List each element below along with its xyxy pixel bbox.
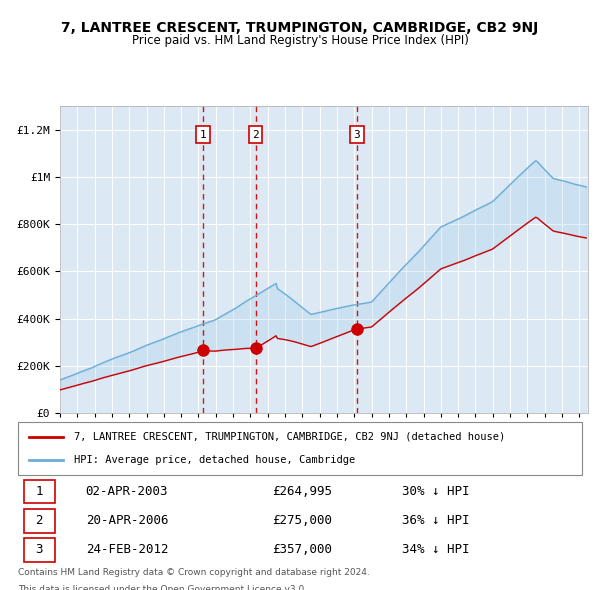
FancyBboxPatch shape [23,538,55,562]
Text: Contains HM Land Registry data © Crown copyright and database right 2024.: Contains HM Land Registry data © Crown c… [18,568,370,577]
FancyBboxPatch shape [23,480,55,503]
Text: 34% ↓ HPI: 34% ↓ HPI [401,543,469,556]
Text: £275,000: £275,000 [272,514,332,527]
Text: This data is licensed under the Open Government Licence v3.0.: This data is licensed under the Open Gov… [18,585,307,590]
Text: Price paid vs. HM Land Registry's House Price Index (HPI): Price paid vs. HM Land Registry's House … [131,34,469,47]
Text: £357,000: £357,000 [272,543,332,556]
Text: HPI: Average price, detached house, Cambridge: HPI: Average price, detached house, Camb… [74,455,356,465]
Text: 3: 3 [35,543,43,556]
Text: 1: 1 [35,485,43,498]
Text: 7, LANTREE CRESCENT, TRUMPINGTON, CAMBRIDGE, CB2 9NJ: 7, LANTREE CRESCENT, TRUMPINGTON, CAMBRI… [61,21,539,35]
Text: 30% ↓ HPI: 30% ↓ HPI [401,485,469,498]
Text: 02-APR-2003: 02-APR-2003 [86,485,168,498]
Text: 2: 2 [35,514,43,527]
Text: 7, LANTREE CRESCENT, TRUMPINGTON, CAMBRIDGE, CB2 9NJ (detached house): 7, LANTREE CRESCENT, TRUMPINGTON, CAMBRI… [74,432,506,442]
Text: 36% ↓ HPI: 36% ↓ HPI [401,514,469,527]
Text: 3: 3 [353,130,360,139]
Text: 2: 2 [252,130,259,139]
FancyBboxPatch shape [23,509,55,533]
Text: 20-APR-2006: 20-APR-2006 [86,514,168,527]
Text: 24-FEB-2012: 24-FEB-2012 [86,543,168,556]
FancyBboxPatch shape [18,422,582,475]
Text: £264,995: £264,995 [272,485,332,498]
Text: 1: 1 [199,130,206,139]
